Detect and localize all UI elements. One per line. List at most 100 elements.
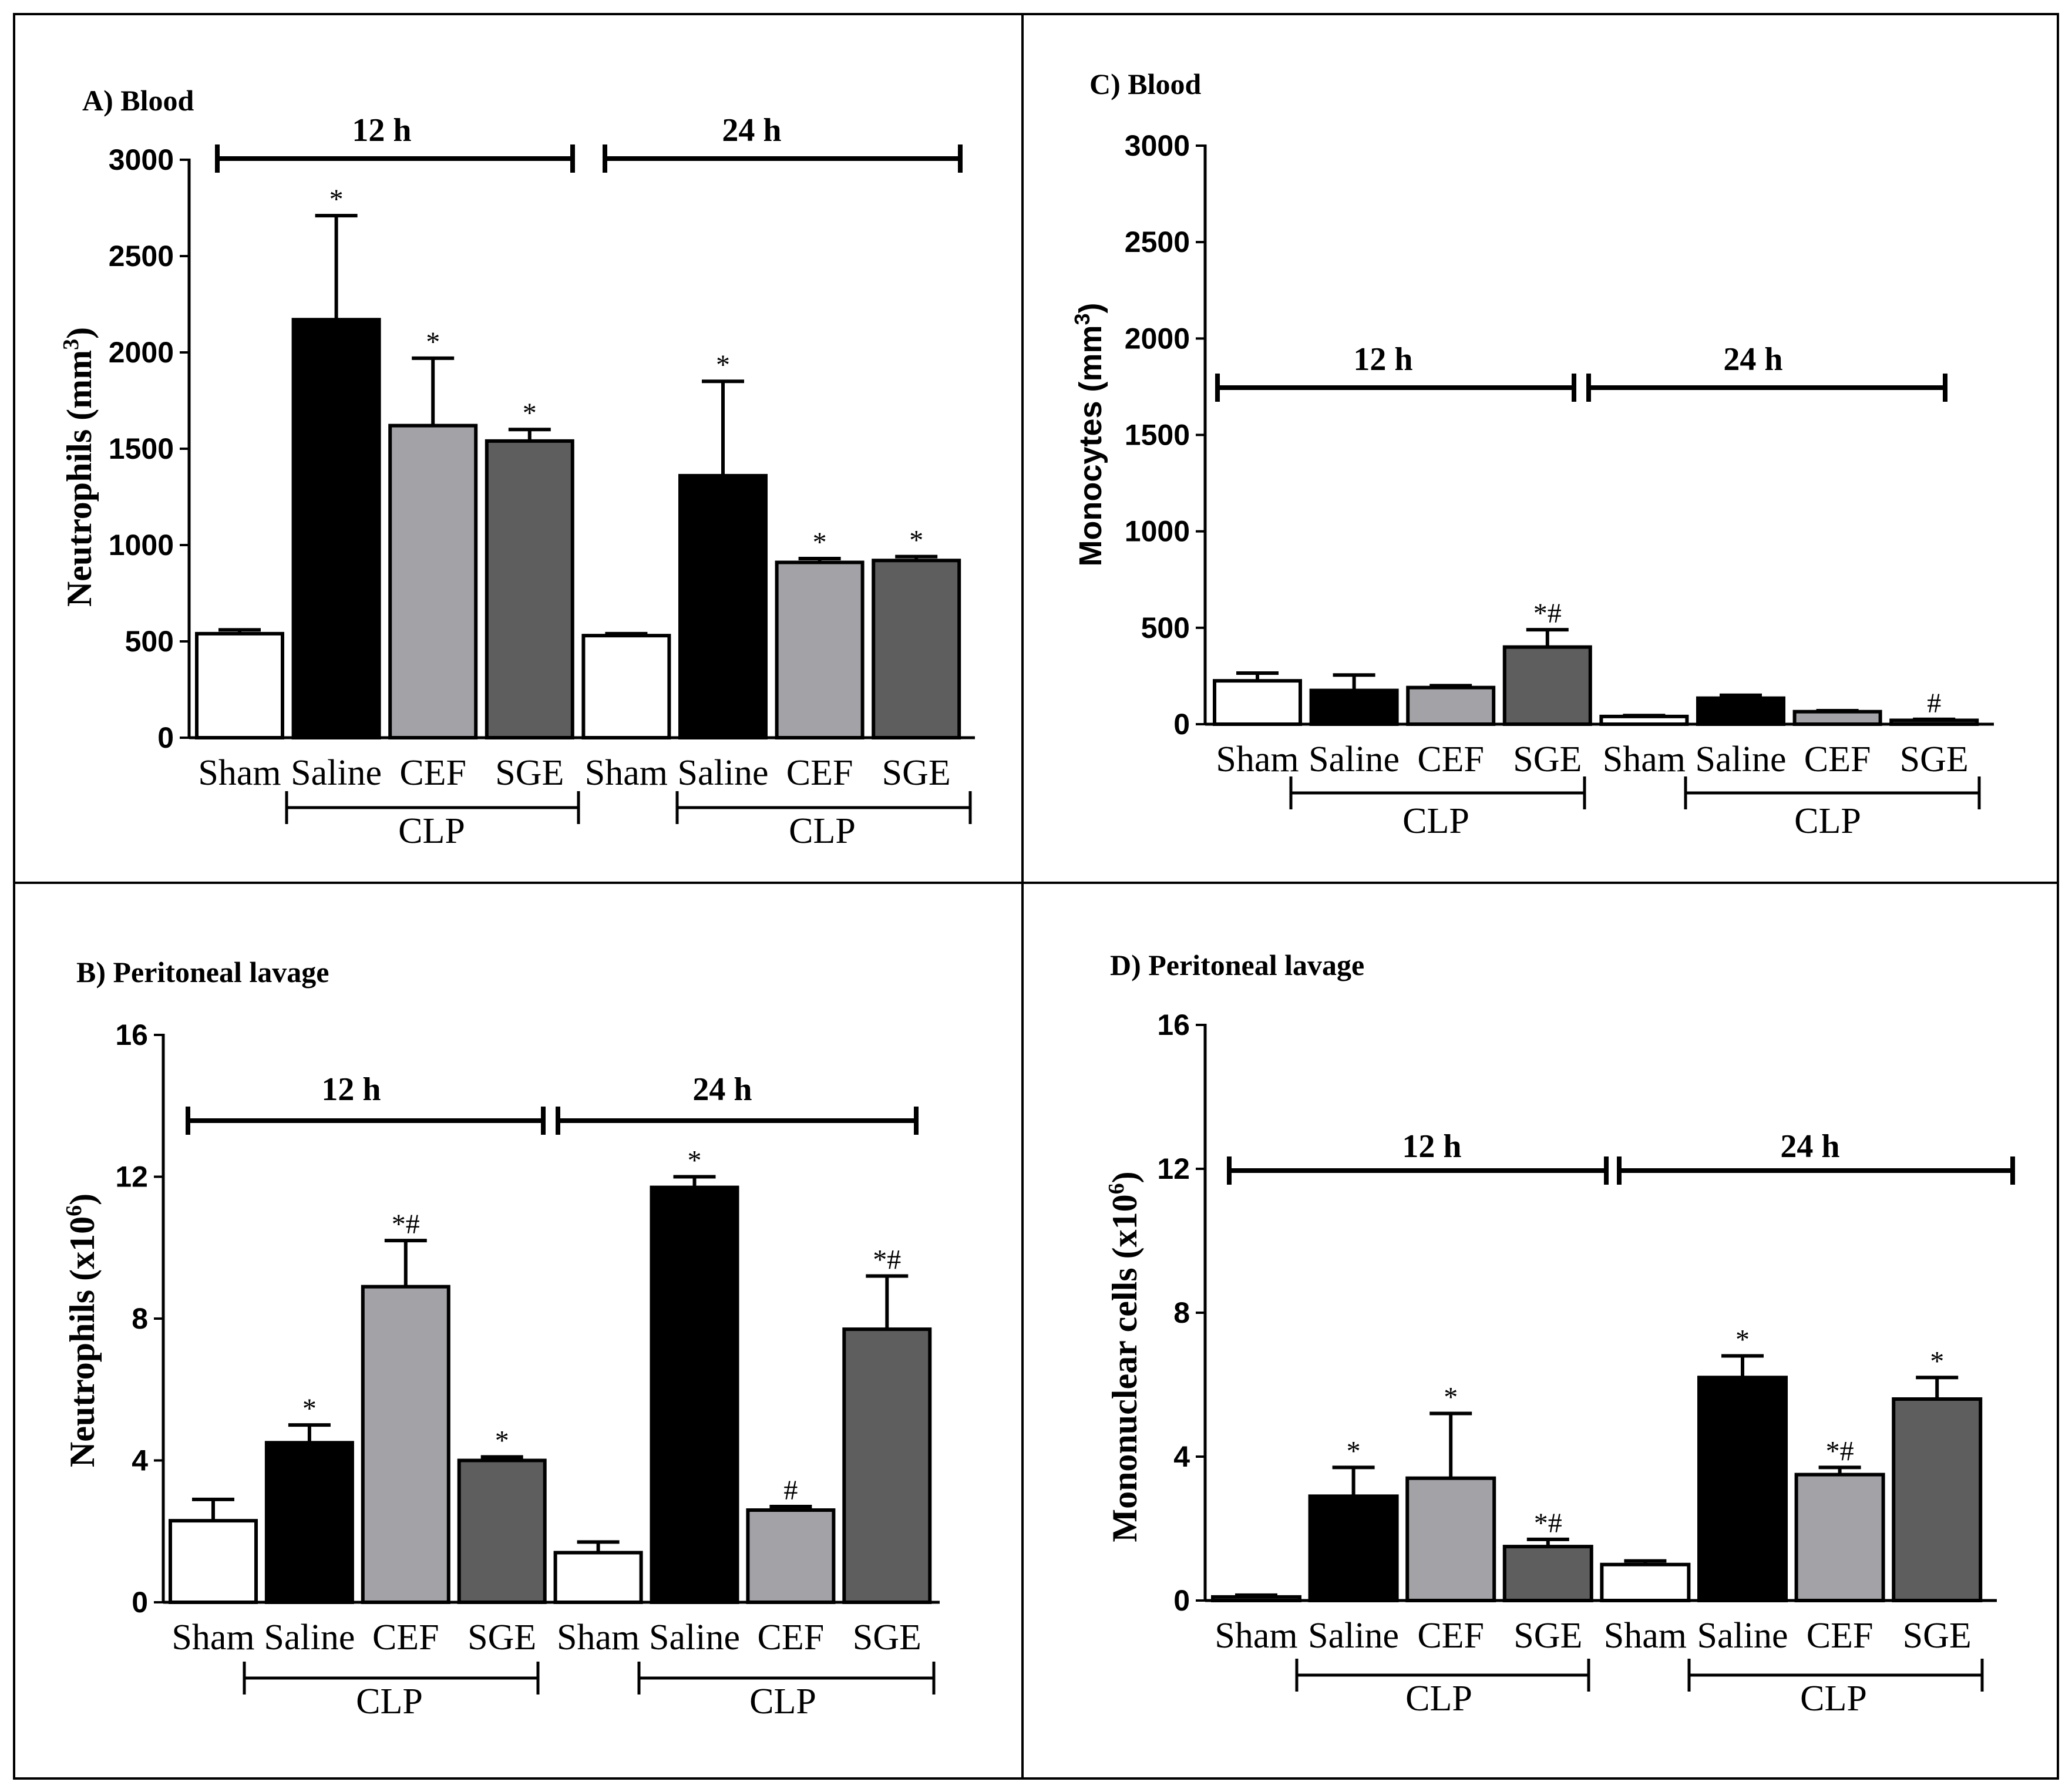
y-tick-label: 2500 xyxy=(109,240,174,273)
significance-mark: # xyxy=(783,1475,798,1506)
significance-mark: *# xyxy=(392,1209,420,1240)
y-tick-label: 16 xyxy=(115,1018,148,1051)
x-tick-label: SGE xyxy=(1513,739,1582,779)
x-tick-label: Saline xyxy=(1696,739,1787,779)
group-label-clp-24h: CLP xyxy=(1800,1679,1867,1719)
bar-cef xyxy=(361,1285,450,1605)
significance-mark: *# xyxy=(1534,1508,1562,1539)
x-tick-label: Sham xyxy=(585,753,668,793)
bar-sham xyxy=(1600,1562,1691,1602)
y-axis-title: Monocytes (mm3) xyxy=(1070,302,1108,566)
panel-b-peritoneal-neutrophils: B) Peritoneal lavage Neutrophils (x106) … xyxy=(62,956,940,1722)
x-tick-label: Saline xyxy=(678,753,769,793)
y-tick-label: 1500 xyxy=(1125,419,1190,452)
y-tick-label: 500 xyxy=(1141,611,1190,644)
outer-border xyxy=(13,13,2059,1780)
significance-mark: * xyxy=(426,327,440,358)
significance-mark: * xyxy=(1347,1435,1361,1467)
y-tick-label: 0 xyxy=(157,721,174,754)
significance-mark: * xyxy=(329,184,344,215)
y-tick-label: 8 xyxy=(1173,1296,1190,1329)
x-tick-label: Saline xyxy=(291,753,382,793)
significance-mark: # xyxy=(1927,688,1941,719)
y-tick-label: 3000 xyxy=(109,143,174,176)
bar-cef xyxy=(388,423,478,739)
significance-mark: * xyxy=(1735,1324,1750,1356)
significance-mark: * xyxy=(909,525,923,556)
x-tick-label: Saline xyxy=(1697,1616,1788,1656)
significance-mark: * xyxy=(495,1425,509,1456)
x-tick-label: CEF xyxy=(1807,1616,1873,1656)
group-label-clp-24h: CLP xyxy=(789,811,856,851)
time-label-24h: 24 h xyxy=(1723,341,1782,378)
group-label-clp-12h: CLP xyxy=(1402,801,1469,841)
bar-cef xyxy=(746,1508,836,1604)
bar-saline xyxy=(291,318,381,739)
x-tick-label: CEF xyxy=(1804,739,1871,779)
x-tick-label: SGE xyxy=(495,753,564,793)
x-tick-label: Saline xyxy=(264,1618,355,1657)
x-tick-label: SGE xyxy=(1513,1616,1582,1656)
x-tick-label: CEF xyxy=(1417,1616,1484,1656)
bar-saline xyxy=(1697,1376,1788,1602)
bar-cef xyxy=(775,560,865,740)
time-label-24h: 24 h xyxy=(692,1071,752,1108)
bar-cef xyxy=(1406,685,1496,727)
panel-title: C) Blood xyxy=(1089,68,1202,100)
time-label-12h: 12 h xyxy=(352,112,411,149)
bar-sham xyxy=(581,634,671,740)
y-tick-label: 12 xyxy=(115,1161,148,1193)
significance-mark: *# xyxy=(873,1245,901,1276)
x-tick-label: CEF xyxy=(786,753,853,793)
significance-mark: * xyxy=(1930,1346,1944,1377)
x-tick-label: SGE xyxy=(1900,739,1969,779)
x-tick-label: Saline xyxy=(1308,1616,1399,1656)
bar-saline xyxy=(1696,696,1785,727)
bar-sge xyxy=(842,1327,932,1605)
time-label-12h: 12 h xyxy=(1353,341,1412,378)
bar-cef xyxy=(1792,710,1882,726)
bar-cef xyxy=(1794,1472,1885,1602)
x-tick-label: Sham xyxy=(1603,739,1686,779)
y-tick-label: 3000 xyxy=(1125,129,1190,162)
panel-title: B) Peritoneal lavage xyxy=(76,956,329,989)
bar-cef xyxy=(1405,1476,1496,1602)
panel-title: D) Peritoneal lavage xyxy=(1110,949,1364,981)
y-tick-label: 4 xyxy=(132,1444,148,1477)
bar-sge xyxy=(1502,645,1592,726)
y-axis-title: Neutrophils (x106) xyxy=(62,1193,102,1467)
x-tick-label: SGE xyxy=(853,1618,921,1657)
x-tick-label: SGE xyxy=(467,1618,536,1657)
group-label-clp-12h: CLP xyxy=(398,811,465,851)
bar-sge xyxy=(1889,718,1979,727)
y-tick-label: 0 xyxy=(1173,1584,1190,1617)
x-tick-label: CEF xyxy=(758,1618,825,1657)
bar-sham xyxy=(1213,679,1302,726)
x-tick-label: SGE xyxy=(882,753,951,793)
group-label-clp-12h: CLP xyxy=(1405,1679,1472,1719)
group-label-clp-24h: CLP xyxy=(749,1682,816,1722)
significance-mark: *# xyxy=(1533,598,1562,629)
bar-sge xyxy=(457,1458,547,1604)
time-label-24h: 24 h xyxy=(722,112,781,149)
x-tick-label: Sham xyxy=(557,1618,640,1657)
bar-sham xyxy=(1599,714,1689,727)
bar-sge xyxy=(1502,1545,1593,1602)
panel-d-peritoneal-mononuclear: D) Peritoneal lavage Mononuclear cells (… xyxy=(1104,949,2015,1719)
bar-sge xyxy=(485,439,574,739)
panel-title: A) Blood xyxy=(82,84,194,117)
x-tick-label: CEF xyxy=(1417,739,1484,779)
x-tick-label: SGE xyxy=(1903,1616,1972,1656)
bar-sge xyxy=(872,559,961,739)
time-label-24h: 24 h xyxy=(1780,1128,1839,1165)
x-tick-label: Sham xyxy=(171,1618,254,1657)
significance-mark: * xyxy=(716,349,730,381)
y-axis-title: Neutrophils (mm3) xyxy=(59,327,99,607)
group-label-clp-24h: CLP xyxy=(1794,801,1861,841)
x-tick-label: Sham xyxy=(1604,1616,1687,1656)
bar-sham xyxy=(195,631,284,739)
x-tick-label: CEF xyxy=(372,1618,439,1657)
y-tick-label: 1000 xyxy=(109,529,174,562)
x-tick-label: CEF xyxy=(399,753,466,793)
bar-saline xyxy=(1309,688,1399,726)
